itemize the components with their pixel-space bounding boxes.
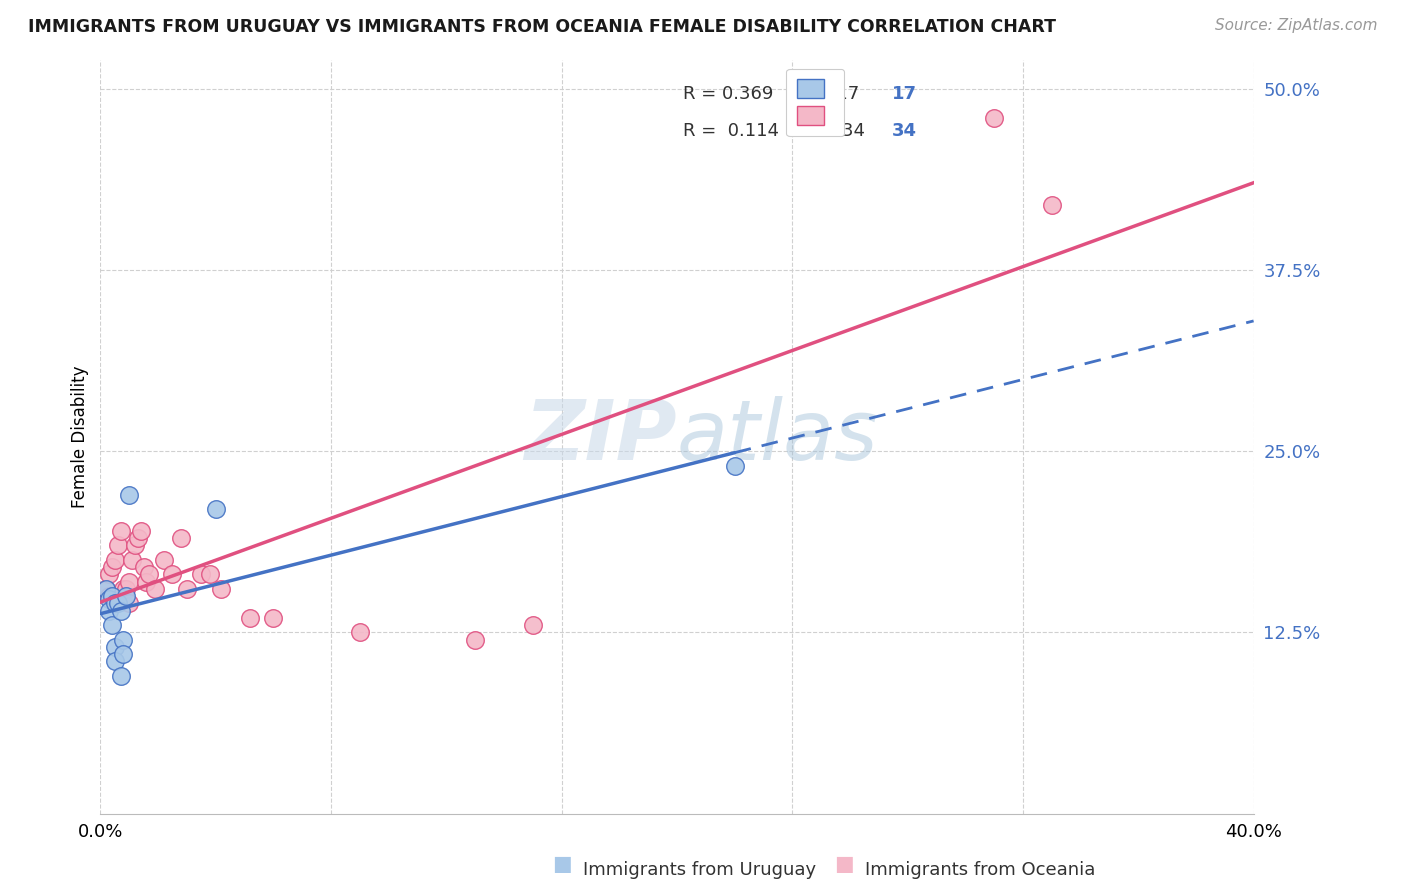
Text: 34: 34 xyxy=(891,122,917,140)
Point xyxy=(464,632,486,647)
Point xyxy=(98,604,121,618)
Text: IMMIGRANTS FROM URUGUAY VS IMMIGRANTS FROM OCEANIA FEMALE DISABILITY CORRELATION: IMMIGRANTS FROM URUGUAY VS IMMIGRANTS FR… xyxy=(28,18,1056,36)
Point xyxy=(127,531,149,545)
Point xyxy=(104,596,127,610)
Point xyxy=(135,574,157,589)
Point xyxy=(101,560,124,574)
Point xyxy=(1040,197,1063,211)
Text: atlas: atlas xyxy=(676,396,879,477)
Point xyxy=(983,111,1005,125)
Point xyxy=(118,487,141,501)
Point xyxy=(152,553,174,567)
Point xyxy=(110,524,132,538)
Point xyxy=(176,582,198,596)
Text: 17: 17 xyxy=(891,85,917,103)
Point xyxy=(190,567,212,582)
Point xyxy=(138,567,160,582)
Point xyxy=(98,592,121,607)
Point xyxy=(124,538,146,552)
Point xyxy=(94,582,117,596)
Point xyxy=(522,618,544,632)
Point xyxy=(121,553,143,567)
Point xyxy=(170,531,193,545)
Point xyxy=(110,669,132,683)
Text: Source: ZipAtlas.com: Source: ZipAtlas.com xyxy=(1215,18,1378,33)
Point xyxy=(104,640,127,654)
Point xyxy=(204,502,226,516)
Text: R = 0.369    N = 17: R = 0.369 N = 17 xyxy=(683,85,859,103)
Point xyxy=(239,611,262,625)
Text: ZIP: ZIP xyxy=(524,396,676,477)
Point xyxy=(98,567,121,582)
Point xyxy=(162,567,184,582)
Point xyxy=(107,596,129,610)
Point xyxy=(112,632,135,647)
Point xyxy=(101,589,124,603)
Text: R =  0.114    N = 34: R = 0.114 N = 34 xyxy=(683,122,865,140)
Text: Immigrants from Oceania: Immigrants from Oceania xyxy=(865,861,1095,879)
Point xyxy=(129,524,152,538)
Text: Immigrants from Uruguay: Immigrants from Uruguay xyxy=(583,861,817,879)
Legend: , : , xyxy=(786,69,844,136)
Point xyxy=(110,604,132,618)
Point xyxy=(118,574,141,589)
Point xyxy=(104,654,127,668)
Text: ■: ■ xyxy=(834,854,853,873)
Point xyxy=(115,582,138,596)
Point xyxy=(104,553,127,567)
Point xyxy=(349,625,371,640)
Text: ■: ■ xyxy=(553,854,572,873)
Point xyxy=(107,538,129,552)
Point xyxy=(143,582,166,596)
Point xyxy=(115,589,138,603)
Y-axis label: Female Disability: Female Disability xyxy=(72,366,89,508)
Point xyxy=(98,589,121,603)
Point xyxy=(112,582,135,596)
Point xyxy=(101,618,124,632)
Point xyxy=(209,582,232,596)
Point xyxy=(112,647,135,661)
Point xyxy=(132,560,155,574)
Point xyxy=(262,611,284,625)
Point xyxy=(724,458,747,473)
Point xyxy=(94,582,117,596)
Point xyxy=(118,596,141,610)
Point xyxy=(198,567,221,582)
Point xyxy=(104,596,127,610)
